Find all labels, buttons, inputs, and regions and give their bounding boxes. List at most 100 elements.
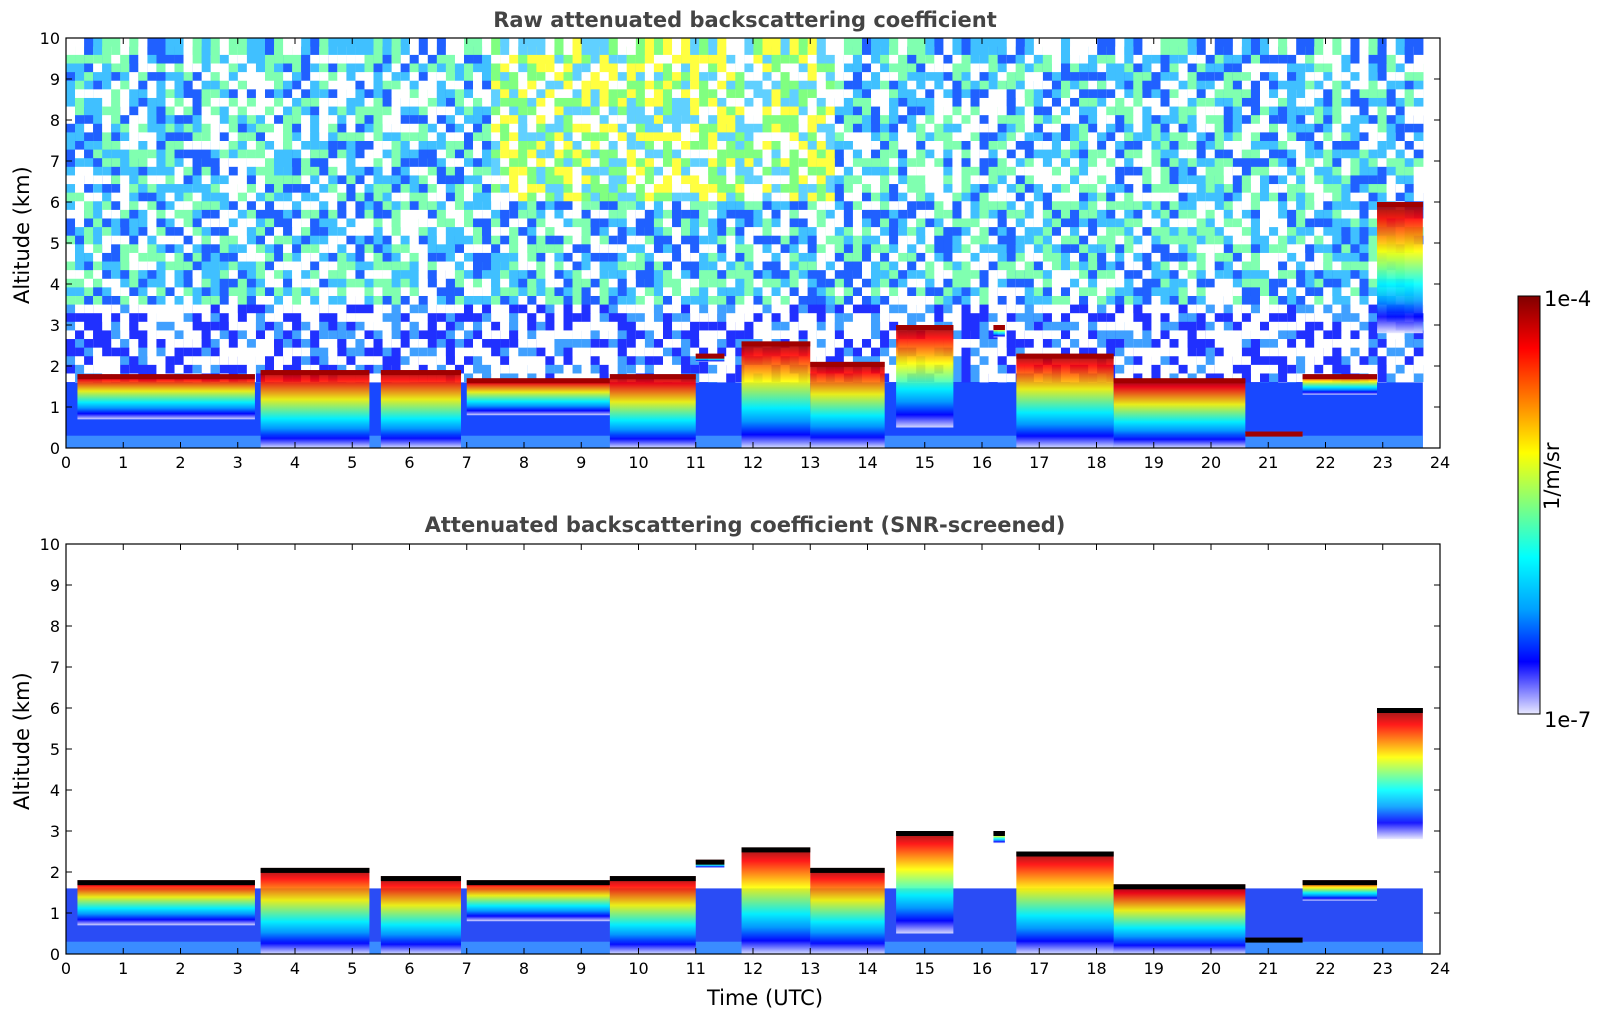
x-tick-label: 23 — [1373, 453, 1393, 472]
heatmap-field — [66, 38, 1423, 448]
x-tick-label: 4 — [290, 959, 300, 978]
top-panel-title: Raw attenuated backscattering coefficien… — [395, 8, 1095, 32]
x-tick-label: 15 — [915, 959, 935, 978]
y-tick-label: 7 — [50, 152, 60, 171]
x-tick-label: 18 — [1086, 959, 1106, 978]
y-tick-label: 4 — [50, 781, 60, 800]
cloud-layer — [610, 876, 696, 954]
cloud-top-band — [696, 860, 725, 865]
cloud-top-band — [896, 325, 953, 330]
x-tick-label: 6 — [404, 959, 414, 978]
cloud-top-band — [1016, 852, 1113, 857]
y-tick-label: 10 — [40, 29, 60, 48]
x-tick-label: 8 — [519, 959, 529, 978]
cloud-layer — [77, 880, 254, 925]
x-tick-label: 18 — [1086, 453, 1106, 472]
x-tick-label: 21 — [1258, 453, 1278, 472]
cloud-layer — [810, 868, 884, 954]
cloud-top-band — [467, 378, 610, 383]
x-tick-label: 0 — [61, 959, 71, 978]
colorbar-max-label: 1e-4 — [1544, 287, 1591, 311]
cloud-top-band — [1377, 202, 1423, 207]
x-tick-label: 6 — [404, 453, 414, 472]
cloud-top-band — [993, 831, 1004, 836]
cloud-top-band — [742, 341, 811, 346]
x-tick-label: 16 — [972, 959, 992, 978]
cloud-layer — [261, 370, 370, 448]
x-tick-label: 20 — [1201, 959, 1221, 978]
cloud-top-band — [1303, 374, 1377, 379]
cloud-layer — [467, 880, 610, 921]
x-tick-label: 1 — [118, 453, 128, 472]
y-tick-label: 10 — [40, 535, 60, 554]
x-tick-label: 13 — [800, 959, 820, 978]
y-tick-label: 8 — [50, 111, 60, 130]
top-ylabel: Altitude (km) — [10, 174, 34, 304]
x-tick-label: 12 — [743, 453, 763, 472]
x-tick-label: 3 — [233, 453, 243, 472]
cloud-layer — [896, 831, 953, 934]
cloud-top-band — [1303, 880, 1377, 885]
cloud-layer — [77, 374, 254, 419]
x-tick-label: 0 — [61, 453, 71, 472]
x-tick-label: 8 — [519, 453, 529, 472]
y-tick-label: 9 — [50, 576, 60, 595]
colorbar-min-label: 1e-7 — [1544, 708, 1591, 732]
cloud-top-band — [261, 868, 370, 873]
x-tick-label: 16 — [972, 453, 992, 472]
x-tick-label: 1 — [118, 959, 128, 978]
cloud-layer — [1377, 202, 1423, 333]
x-tick-label: 14 — [857, 959, 877, 978]
cloud-layer — [810, 362, 884, 448]
x-tick-label: 20 — [1201, 453, 1221, 472]
y-tick-label: 1 — [50, 904, 60, 923]
cloud-top-band — [993, 325, 1004, 330]
cloud-top-band — [381, 876, 461, 881]
heatmap-field — [66, 708, 1423, 954]
x-tick-label: 10 — [628, 959, 648, 978]
x-tick-label: 9 — [576, 959, 586, 978]
y-tick-label: 4 — [50, 275, 60, 294]
cloud-top-band — [610, 876, 696, 881]
cloud-top-band — [810, 362, 884, 367]
cloud-top-band — [610, 374, 696, 379]
x-tick-label: 14 — [857, 453, 877, 472]
y-tick-label: 0 — [50, 439, 60, 458]
x-tick-label: 5 — [347, 959, 357, 978]
x-tick-label: 11 — [686, 453, 706, 472]
cloud-top-band — [77, 374, 254, 379]
y-tick-label: 6 — [50, 193, 60, 212]
y-tick-label: 3 — [50, 316, 60, 335]
cloud-layer — [610, 374, 696, 448]
x-tick-label: 22 — [1315, 453, 1335, 472]
x-tick-label: 5 — [347, 453, 357, 472]
y-tick-label: 8 — [50, 617, 60, 636]
y-tick-label: 1 — [50, 398, 60, 417]
cloud-layer — [1016, 852, 1113, 955]
x-tick-label: 22 — [1315, 959, 1335, 978]
y-tick-label: 3 — [50, 822, 60, 841]
cloud-layer — [381, 876, 461, 954]
x-tick-label: 7 — [462, 959, 472, 978]
cloud-top-band — [1245, 432, 1302, 437]
bottom-ylabel: Altitude (km) — [10, 680, 34, 810]
cloud-top-band — [810, 868, 884, 873]
x-tick-label: 17 — [1029, 453, 1049, 472]
x-tick-label: 23 — [1373, 959, 1393, 978]
cloud-top-band — [1114, 884, 1246, 889]
cloud-top-band — [261, 370, 370, 375]
y-tick-label: 5 — [50, 234, 60, 253]
cloud-top-band — [381, 370, 461, 375]
x-tick-label: 10 — [628, 453, 648, 472]
cloud-top-band — [77, 880, 254, 885]
y-tick-label: 2 — [50, 863, 60, 882]
colorbar — [1518, 296, 1540, 714]
x-tick-label: 24 — [1430, 959, 1450, 978]
cloud-layer — [1016, 354, 1113, 448]
y-tick-label: 6 — [50, 699, 60, 718]
cloud-layer — [381, 370, 461, 448]
y-tick-label: 7 — [50, 658, 60, 677]
bottom-panel-title: Attenuated backscattering coefficient (S… — [395, 513, 1095, 537]
